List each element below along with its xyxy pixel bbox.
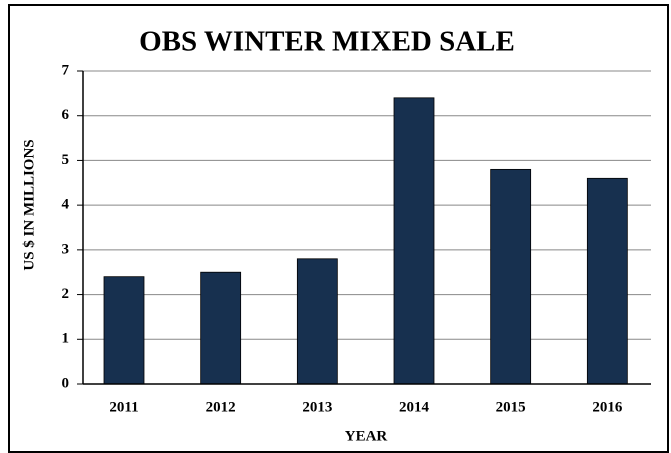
bar [393, 97, 435, 385]
bar [200, 271, 242, 385]
y-axis-label: US $ IN MILLIONS [21, 139, 37, 270]
x-tick-label: 2012 [206, 399, 236, 415]
x-tick-label: 2014 [399, 399, 430, 415]
x-tick-label: 2016 [592, 399, 623, 415]
x-tick-label: 2015 [496, 399, 526, 415]
bar [296, 258, 338, 385]
bar [490, 168, 532, 385]
y-tick-label: 2 [62, 286, 70, 302]
y-tick-label: 7 [62, 62, 70, 78]
y-tick-label: 5 [62, 152, 70, 168]
bar [103, 276, 145, 385]
x-tick-label: 2013 [302, 399, 332, 415]
x-axis-label: YEAR [345, 428, 388, 444]
y-tick-label: 0 [62, 375, 70, 391]
y-tick-label: 1 [62, 331, 70, 347]
y-tick-label: 4 [62, 197, 70, 213]
y-tick-label: 6 [62, 107, 70, 123]
x-tick-label: 2011 [109, 399, 138, 415]
bar [586, 177, 628, 385]
chart-frame [8, 4, 669, 453]
chart-title: OBS WINTER MIXED SALE [139, 26, 515, 58]
y-tick-label: 3 [62, 241, 70, 257]
